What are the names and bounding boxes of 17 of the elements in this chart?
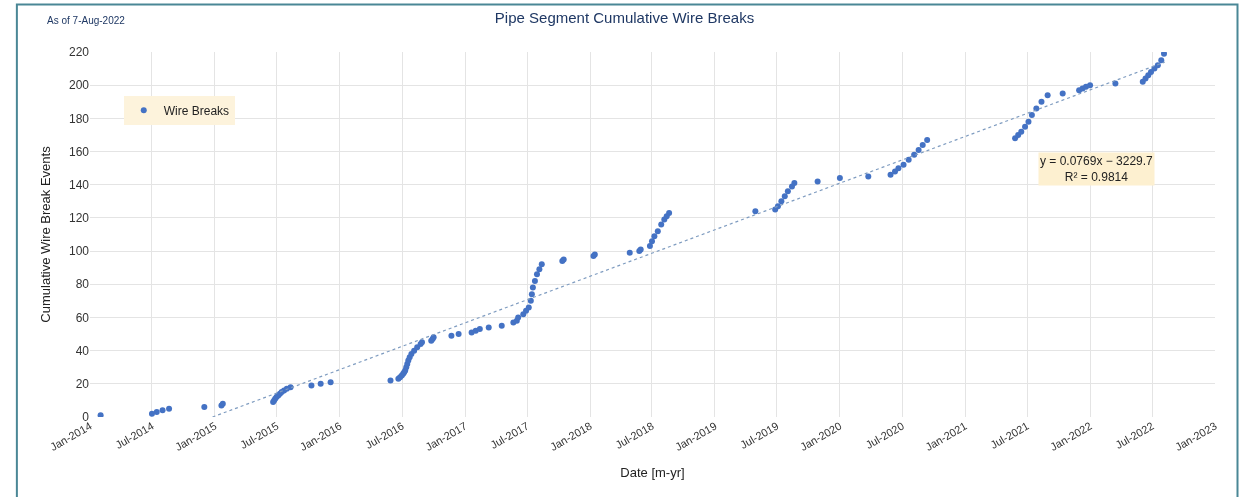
y-tick-label: 60 [75,310,90,325]
y-tick-label: 220 [68,45,90,60]
y-tick-label: 120 [68,211,90,226]
x-axis-title: Date [m-yr] [620,464,685,480]
y-tick-label: 20 [75,377,90,392]
y-tick-label: 160 [68,144,90,159]
y-tick-label: 200 [68,78,90,93]
annotation: y = 0.0769x − 3229.7 R² = 0.9814 [1040,154,1154,184]
y-tick-label: 180 [68,111,90,126]
y-axis-title: Cumulative Wire Break Events [37,145,53,323]
y-tick-label: 100 [68,244,90,259]
chart-title: Pipe Segment Cumulative Wire Breaks [494,8,755,26]
y-tick-label: 80 [75,277,90,292]
text: As of 7-Aug-2022 [47,15,126,26]
y-tick-label: 140 [68,177,90,192]
legend-label: Wire Breaks [163,103,230,118]
y-tick-label: 40 [75,343,90,358]
